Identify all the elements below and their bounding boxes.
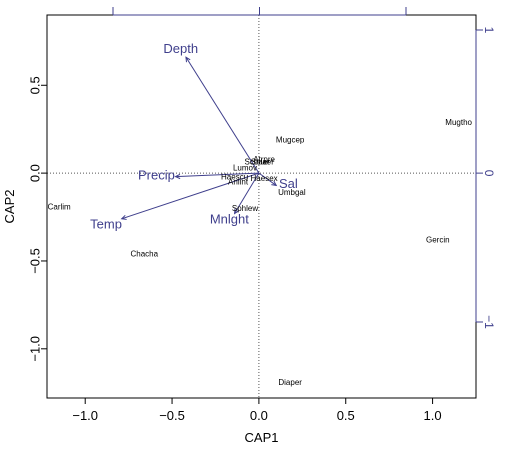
x-tick-label: −1.0 xyxy=(72,408,98,423)
vector-arrowhead xyxy=(120,214,127,220)
species-label: Scoaer xyxy=(244,157,270,166)
species-label: Haescu xyxy=(221,172,248,181)
vector-label-mnlght: Mnlght xyxy=(210,211,249,226)
x-axis-title: CAP1 xyxy=(245,430,279,445)
species-label: Mugtho xyxy=(445,118,472,127)
species-label: Gercin xyxy=(426,236,450,245)
y-tick-label: 0.0 xyxy=(28,164,43,182)
vector-label-temp: Temp xyxy=(90,217,122,232)
vector-mnlght xyxy=(234,172,260,214)
x-tick-label: 0.5 xyxy=(337,408,355,423)
species-label: Lumov xyxy=(233,164,257,173)
species-label: Carlim xyxy=(48,202,71,211)
right-tick-label: 1 xyxy=(482,27,496,34)
y-axis-title: CAP2 xyxy=(2,190,17,224)
y-tick-label: −0.5 xyxy=(28,248,43,274)
vector-temp xyxy=(121,172,260,220)
y-tick-label: −1.0 xyxy=(28,336,43,362)
species-label: Haesex xyxy=(251,174,278,183)
vector-precip xyxy=(175,172,259,178)
species-labels: Mugtho Mugcep Carlim Chacha Gercin Diaper Umbg… xyxy=(48,118,473,387)
vector-label-sal: Sal xyxy=(279,176,298,191)
x-axis: −1.0 −0.5 0.0 0.5 1.0 xyxy=(72,397,442,423)
species-label: Solaer xyxy=(251,157,274,166)
vector-label-depth: Depth xyxy=(163,41,198,56)
x-tick-label: −0.5 xyxy=(159,408,185,423)
vector-arrowhead xyxy=(233,208,240,215)
x-tick-label: 1.0 xyxy=(424,408,442,423)
right-tick-label: −1 xyxy=(482,315,496,329)
species-label: Chacha xyxy=(130,250,158,259)
species-label: Mugcep xyxy=(276,136,305,145)
vector-arrowhead xyxy=(174,173,181,180)
species-label: Umbgal xyxy=(278,188,306,197)
species-label: Atrpre xyxy=(253,155,275,164)
species-label: Sphlew xyxy=(232,204,258,213)
right-axis: 1 0 −1 xyxy=(475,27,496,329)
species-label: Diaper xyxy=(278,378,302,387)
vector-depth xyxy=(185,56,260,174)
x-tick-label: 0.0 xyxy=(250,408,268,423)
vector-sal xyxy=(258,172,277,186)
top-axis xyxy=(112,7,407,16)
reference-lines xyxy=(47,15,476,398)
vector-arrowhead xyxy=(271,180,278,187)
species-label: Anlint xyxy=(228,178,249,187)
vector-arrowhead xyxy=(185,56,191,63)
env-vectors: Depth Precip Temp Mnlght Sal xyxy=(90,41,298,232)
y-tick-label: 0.5 xyxy=(28,76,43,94)
vector-label-precip: Precip xyxy=(138,167,175,182)
y-axis: 0.5 0.0 −0.5 −1.0 xyxy=(28,76,47,362)
right-tick-label: 0 xyxy=(482,170,496,177)
